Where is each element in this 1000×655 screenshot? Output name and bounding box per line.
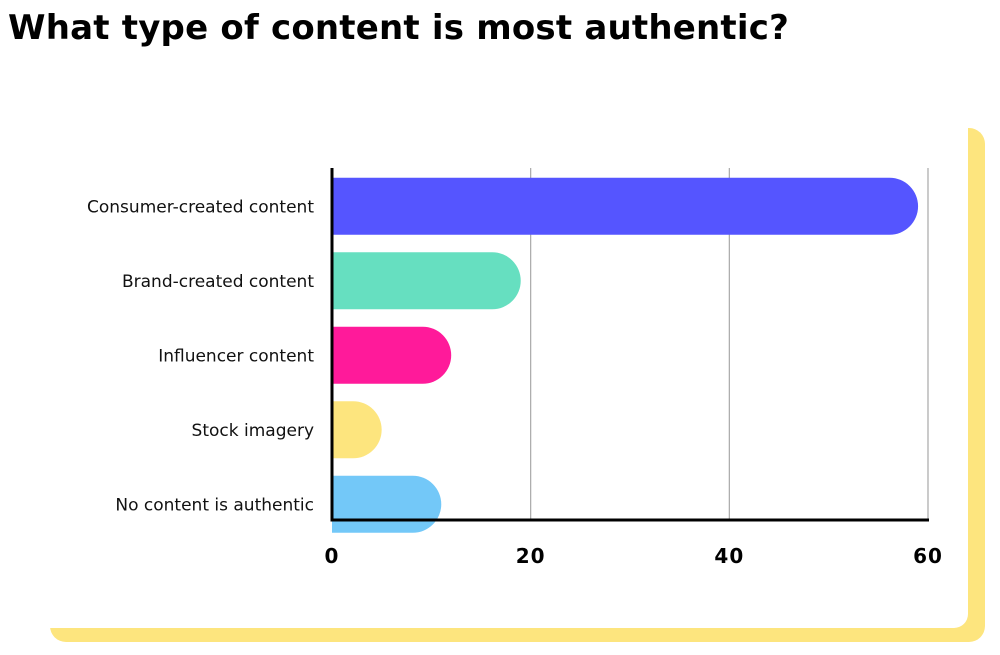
bar-1 <box>332 177 919 235</box>
x-tick-label-60: 60 <box>913 544 943 568</box>
x-tick-label-0: 0 <box>325 544 340 568</box>
bar-2 <box>332 252 521 310</box>
bars <box>332 177 919 533</box>
axes <box>330 168 929 522</box>
bar-5 <box>332 475 442 533</box>
category-label-1: Consumer-created content <box>87 197 314 217</box>
category-label-2: Brand-created content <box>122 272 314 292</box>
x-tick-label-20: 20 <box>516 544 546 568</box>
category-label-5: No content is authentic <box>115 495 314 515</box>
category-label-4: Stock imagery <box>192 421 314 441</box>
x-tick-label-40: 40 <box>714 544 744 568</box>
category-labels: Consumer-created content Brand-created co… <box>87 197 314 515</box>
tick-labels: 0 20 40 60 <box>325 544 943 568</box>
bar-4 <box>332 401 382 459</box>
chart-title: What type of content is most authentic? <box>8 8 790 48</box>
bar-3 <box>332 326 452 384</box>
category-label-3: Influencer content <box>158 346 314 366</box>
